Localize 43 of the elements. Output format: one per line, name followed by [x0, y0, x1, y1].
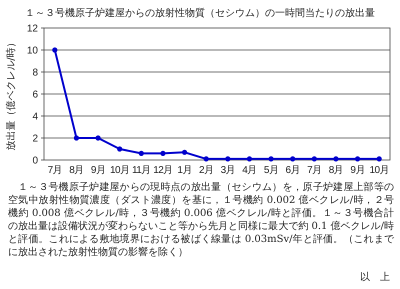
- x-tick-label: 12月: [153, 165, 173, 176]
- y-tick-label: 0: [32, 156, 38, 166]
- point: [117, 146, 122, 152]
- x-tick-label: 10月: [110, 165, 130, 176]
- x-tick-label: 9月: [90, 165, 106, 176]
- x-tick-label: 5月: [264, 165, 278, 176]
- x-tick-label: 8月: [328, 165, 344, 176]
- point: [290, 156, 296, 162]
- x-tick-label: 6月: [286, 165, 300, 176]
- y-tick-label: 4: [32, 112, 38, 122]
- point: [246, 156, 252, 162]
- point: [268, 156, 274, 162]
- point: [95, 135, 101, 141]
- text: １～３号機原子炉建屋からの現時点の放出量（セシウム）を，原子炉建屋上部等の空気中放射性物質濃度（ダスト濃度）を基に，１号機約 0.002 億ベクレル/時，２号機約 0.008 億ベクレル/時，３号機約 0.006 億ベクレル/時と評価。１～３号機合計の放出量は設備状況が変わらないこと等から先月と同様に最大で約 0.1 億ベクレル/時と評価。これによる敷地境界における被ばく線量は 0.03mSv/年と評価。（これまでに放出された放射性物質の影響を除く）: [8, 181, 394, 259]
- y-tick-label: 8: [32, 68, 38, 78]
- x-tick-label: 4月: [242, 165, 257, 176]
- x-tick-label: 8月: [69, 165, 84, 176]
- point: [160, 150, 166, 156]
- point: [333, 156, 339, 162]
- x-tick-label: 2月: [199, 165, 214, 176]
- x-tick-label: 7月: [307, 165, 322, 176]
- x-tick-label: 1月: [177, 165, 192, 176]
- x-tick-label: 10月: [370, 165, 389, 176]
- point: [376, 156, 382, 162]
- y-tick-label: 10: [26, 46, 38, 56]
- y-tick-label: 12: [26, 24, 38, 34]
- x-tick-label: 9月: [350, 165, 365, 176]
- point: [182, 150, 188, 155]
- point: [312, 156, 317, 162]
- point: [204, 156, 209, 162]
- x-tick-label: 7月: [48, 165, 62, 176]
- point: [138, 150, 144, 156]
- point: [225, 156, 230, 162]
- point: [74, 135, 80, 141]
- point: [354, 156, 360, 162]
- y-tick-label: 2: [32, 134, 38, 144]
- y-axis-title: 放出量（億ベクレル/時）: [5, 37, 17, 151]
- point: [52, 47, 58, 53]
- y-tick-label: 6: [32, 90, 38, 100]
- x-tick-label: 11月: [132, 165, 151, 176]
- x-tick-label: 3月: [220, 165, 235, 176]
- text: 以 上: [360, 270, 390, 284]
- chart-title: １～３号機原子炉建屋からの放射性物質（セシウム）の一時間当たりの放出量: [25, 7, 375, 19]
